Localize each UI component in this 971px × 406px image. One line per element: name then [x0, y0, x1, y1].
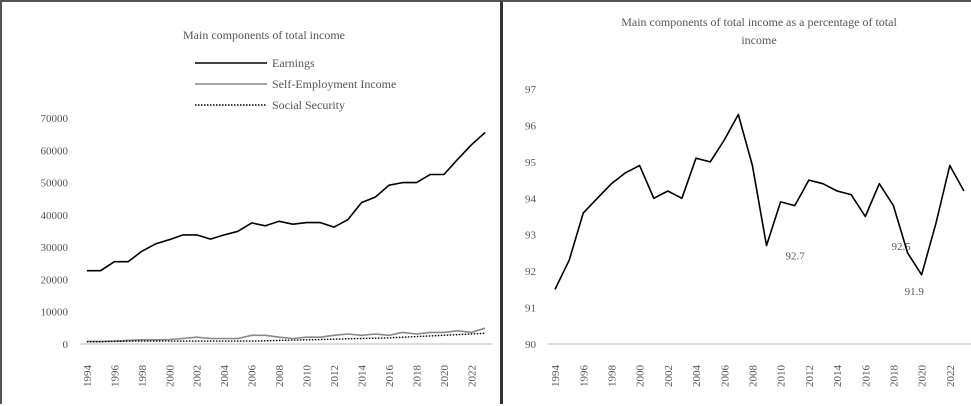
x-tick-label: 2014 [832, 365, 844, 388]
x-tick-label: 2006 [247, 365, 259, 388]
x-tick-label: 1996 [109, 365, 121, 388]
x-tick-label: 2008 [274, 365, 286, 388]
series-line [86, 131, 486, 272]
x-tick-label: 1994 [82, 365, 94, 388]
x-tick-label: 2010 [776, 365, 788, 388]
y-tick-label: 10000 [41, 307, 69, 319]
data-label: 92.7 [786, 251, 806, 263]
series-line [86, 332, 486, 343]
axes: 0 10000 20000 30000 40000 50000 60000 70000 1994… [41, 113, 492, 388]
y-tick-label: 60000 [41, 145, 69, 157]
chart-title: Main components of total income [183, 28, 345, 42]
x-tick-label: 1996 [578, 365, 590, 388]
chart-title: Main components of total income as a per… [621, 15, 897, 47]
x-tick-label: 2020 [439, 365, 451, 388]
x-tick-label: 2022 [945, 365, 957, 387]
income-chart: Main components of total income Earnings… [41, 28, 492, 388]
y-tick-label: 30000 [41, 242, 69, 254]
x-tick-label: 1998 [137, 365, 149, 388]
x-tick-label: 2000 [164, 365, 176, 388]
series-lines [86, 131, 486, 343]
x-tick-label: 2004 [691, 365, 703, 388]
title-line: income [741, 33, 776, 47]
data-label: 92.5 [892, 241, 912, 253]
x-tick-label: 2006 [719, 365, 731, 388]
y-tick-label: 91 [525, 303, 536, 315]
x-tick-label: 2012 [804, 365, 816, 387]
legend-label: Social Security [272, 98, 345, 112]
x-tick-label: 2018 [411, 365, 423, 388]
x-tick-label: 2002 [663, 365, 675, 387]
x-tick-label: 2014 [357, 365, 369, 388]
x-tick-label: 1994 [550, 365, 562, 388]
series-line [554, 113, 965, 290]
title-line: Main components of total income as a per… [621, 15, 897, 29]
series-line [86, 327, 486, 343]
y-tick-label: 70000 [41, 113, 69, 125]
x-tick-label: 2002 [192, 365, 204, 387]
y-tick-label: 20000 [41, 274, 69, 286]
y-tick-label: 50000 [41, 178, 69, 190]
y-tick-label: 0 [63, 339, 69, 351]
x-tick-label: 2008 [747, 365, 759, 388]
chart-panel-percentage: Main components of total income as a per… [500, 0, 971, 404]
x-tick-label: 2016 [860, 365, 872, 388]
y-tick-label: 40000 [41, 210, 69, 222]
legend: Earnings Self-Employment Income Social Sec… [195, 56, 396, 112]
data-label: 91.9 [905, 286, 925, 298]
x-tick-label: 2000 [635, 365, 647, 388]
annotations: 92.7 92.5 91.9 [786, 241, 925, 298]
y-tick-label: 96 [525, 120, 537, 132]
chart-panel-income: Main components of total income Earnings… [0, 0, 500, 404]
y-tick-label: 93 [525, 230, 537, 242]
x-tick-label: 2010 [302, 365, 314, 388]
legend-label: Earnings [272, 56, 315, 70]
y-tick-label: 97 [525, 84, 537, 96]
y-tick-label: 92 [525, 266, 536, 278]
y-tick-label: 90 [525, 339, 537, 351]
y-tick-label: 94 [525, 193, 537, 205]
x-tick-label: 2012 [329, 365, 341, 387]
x-tick-label: 2020 [917, 365, 929, 388]
series-lines [554, 113, 965, 290]
x-tick-label: 2004 [219, 365, 231, 388]
x-tick-label: 2022 [466, 365, 478, 387]
x-tick-label: 2018 [888, 365, 900, 388]
x-tick-label: 2016 [384, 365, 396, 388]
x-tick-label: 1998 [606, 365, 618, 388]
y-tick-label: 95 [525, 157, 537, 169]
axes: 90 91 92 93 94 95 96 97 1994 1996 1998 2000 2002 2004… [525, 84, 971, 387]
percentage-chart: Main components of total income as a per… [525, 15, 971, 387]
legend-label: Self-Employment Income [272, 77, 396, 91]
